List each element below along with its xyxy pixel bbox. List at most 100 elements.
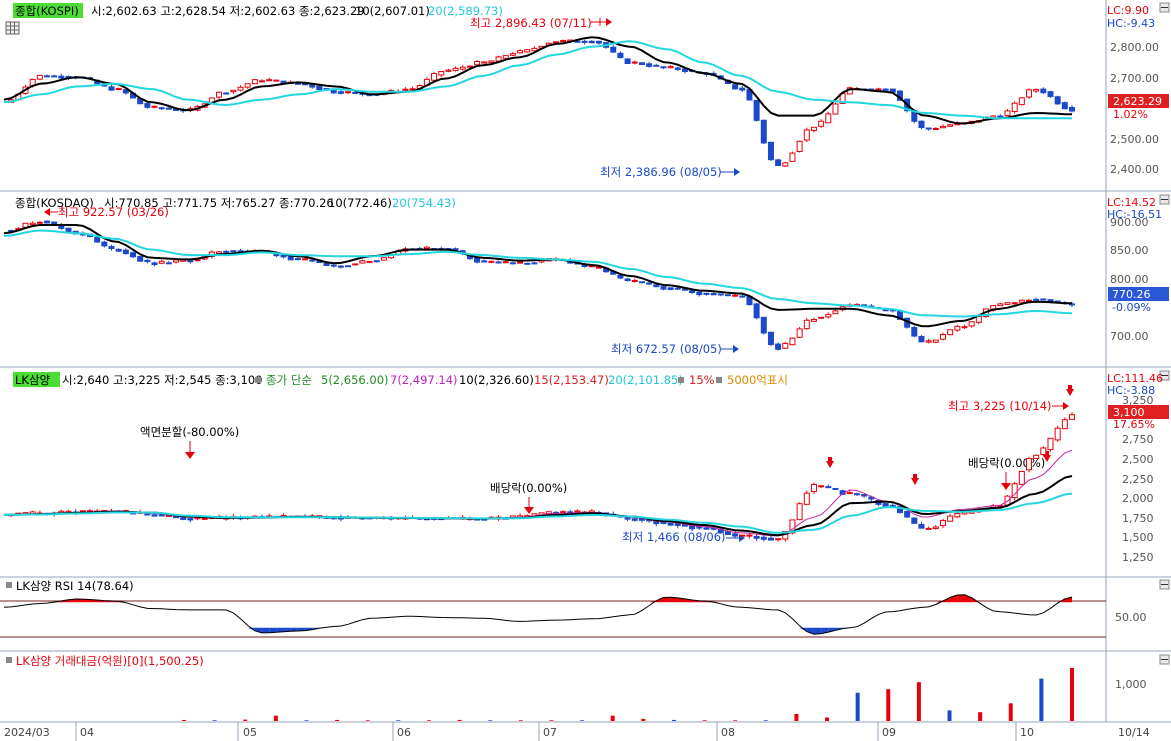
volume-bar: [396, 720, 401, 721]
kosdaq-ohlc: 시:770.85 고:771.75 저:765.27 종:770.26: [104, 196, 334, 210]
kosdaq-pane-close-icon[interactable]: [1159, 194, 1170, 205]
candle-body: [667, 287, 674, 291]
candle-body: [345, 265, 352, 268]
candle-body: [810, 483, 817, 493]
kospi-price-box: [1108, 94, 1169, 108]
candle-body: [574, 510, 581, 513]
candle-body: [287, 256, 294, 261]
candle-body: [646, 63, 653, 67]
candle-body: [803, 319, 810, 330]
kospi-pane-close-icon[interactable]: [1159, 2, 1170, 13]
candle-body: [667, 522, 674, 526]
kospi-ytick: 2,500.00: [1110, 133, 1159, 146]
kospi-ytick: 2,400.00: [1110, 163, 1159, 176]
candle-body: [1018, 97, 1025, 106]
rsi-pane-close-icon[interactable]: [1159, 579, 1170, 590]
kospi-badge: 종합(KOSPI): [15, 4, 79, 18]
candle-body: [1018, 299, 1025, 303]
candle-body: [273, 79, 280, 82]
candle-body: [753, 99, 760, 121]
candle-body: [638, 62, 645, 66]
signal-arrow: [826, 461, 834, 468]
stock-ytick: 1,250: [1122, 551, 1154, 564]
candle-body: [789, 337, 796, 346]
candle-body: [810, 319, 817, 322]
candle-body: [997, 115, 1004, 118]
x-axis-label: 05: [243, 726, 257, 739]
candle-body: [925, 527, 932, 530]
candle-body: [438, 70, 445, 76]
grid-settings-icon[interactable]: [5, 21, 20, 35]
volume-bar: [733, 720, 738, 721]
signal-arrow-stem: [1045, 451, 1049, 456]
volume-bar: [1008, 703, 1013, 721]
candle-body: [961, 326, 968, 329]
candle-body: [337, 91, 344, 94]
kosdaq-low-label: 최저 672.57 (08/05): [611, 342, 722, 356]
kosdaq-badge: 종합(KOSDAQ): [15, 196, 94, 210]
volume-bar: [1039, 678, 1044, 721]
ma-line-10: [3, 36, 1073, 125]
kospi-high-arrow: [590, 18, 612, 26]
candle-body: [803, 129, 810, 141]
candle-body: [488, 260, 495, 263]
candle-body: [767, 537, 774, 541]
candle-body: [653, 284, 660, 288]
candle-body: [818, 316, 825, 319]
pct-legend-marker: [678, 377, 684, 383]
candle-body: [775, 159, 782, 167]
candle-body: [724, 294, 731, 297]
volume-bar: [947, 710, 952, 721]
rsi-oversold-fill: [247, 627, 255, 631]
candle-body: [36, 221, 43, 224]
candle-body: [187, 518, 194, 521]
candle-body: [474, 61, 481, 66]
volume-bar: [457, 719, 462, 721]
stock-ytick: 2,000: [1122, 492, 1154, 505]
kospi-ohlc: 시:2,602.63 고:2,628.54 저:2,602.63 종:2,623…: [91, 4, 365, 18]
signal-arrow: [1043, 455, 1051, 462]
kosdaq-high-label: 최고 922.57 (03/26): [58, 205, 169, 219]
candle-body: [1069, 414, 1075, 420]
candle-body: [51, 221, 58, 225]
signal-arrow-stem: [828, 457, 832, 462]
candle-body: [165, 262, 172, 265]
stock-badge-bg: [13, 372, 60, 387]
candle-body: [380, 257, 387, 261]
candle-body: [259, 80, 266, 83]
candle-body: [796, 140, 803, 153]
candle-body: [366, 260, 373, 263]
candle-body: [975, 316, 982, 323]
candle-body: [646, 282, 653, 285]
candle-body: [560, 511, 567, 514]
candle-body: [445, 69, 452, 72]
candle-body: [674, 523, 681, 526]
x-axis-label: 07: [543, 726, 557, 739]
candle-body: [703, 527, 710, 530]
candle-body: [703, 292, 710, 295]
stock-lc: LC:111.46: [1107, 372, 1163, 385]
volume-pane-close-icon[interactable]: [1159, 654, 1170, 665]
candle-body: [244, 83, 251, 88]
stock-pane-close-icon[interactable]: [1159, 370, 1170, 381]
volume-bar: [702, 720, 707, 721]
volume-title: LK삼양 거래대금(억원)[0](1,500.25): [16, 654, 204, 668]
volume-bar: [273, 715, 278, 721]
candle-body: [509, 53, 516, 56]
candle-body: [524, 49, 531, 53]
candle-body: [939, 520, 946, 527]
candle-body: [810, 126, 817, 131]
ma20-label: 20(2,101.85): [608, 373, 683, 387]
candle-body: [144, 513, 151, 516]
x-axis-label: 08: [721, 726, 735, 739]
candle-body: [137, 256, 144, 262]
candle-body: [581, 40, 588, 43]
event-dividend-label-2: 배당락(0.00%): [968, 456, 1045, 470]
candle-body: [846, 492, 853, 495]
ma-legend-marker: [255, 377, 261, 383]
candle-body: [151, 514, 158, 517]
x-axis-label: 2024/03: [4, 726, 50, 739]
candle-body: [681, 68, 688, 73]
